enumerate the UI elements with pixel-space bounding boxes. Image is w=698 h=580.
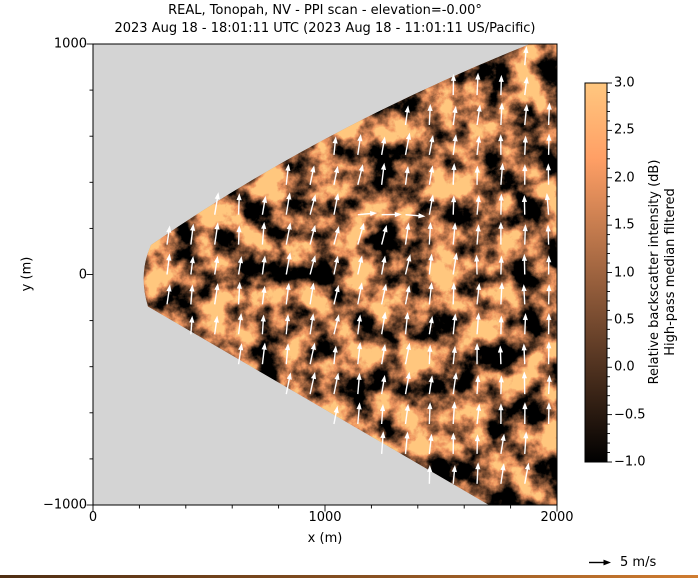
- colorbar-tick-label: 1.5: [614, 217, 635, 233]
- wind-vector-arrows: [166, 45, 552, 484]
- colorbar-tick-label: 0.0: [614, 359, 635, 375]
- y-tick-label: 0: [78, 267, 87, 282]
- colorbar-tick-label: −0.5: [614, 407, 646, 423]
- y-tick-label: 1000: [53, 36, 87, 52]
- colorbar-label-line2: High-pass median filtered: [663, 188, 678, 356]
- y-axis-label: y (m): [19, 256, 35, 292]
- colorbar-tick-label: 0.5: [614, 312, 635, 328]
- colorbar-tick-label: 2.0: [614, 170, 635, 186]
- colorbar-tick-label: 3.0: [614, 75, 635, 91]
- colorbar-tick-label: 2.5: [614, 122, 635, 138]
- wind-scale-label: 5 m/s: [620, 555, 657, 570]
- figure-subtitle: 2023 Aug 18 - 18:01:11 UTC (2023 Aug 18 …: [114, 21, 536, 36]
- axis-ticks: [86, 43, 612, 512]
- colorbar-tick-label: 1.0: [614, 265, 635, 280]
- x-tick-label: 1000: [308, 510, 342, 525]
- y-tick-label: −1000: [43, 497, 87, 513]
- colorbar-label-line1: Relative backscatter intensity (dB): [647, 159, 662, 385]
- colorbar-label: Relative backscatter intensity (dB) High…: [647, 160, 679, 385]
- colorbar-outline: [584, 82, 608, 463]
- x-axis-label: x (m): [307, 531, 343, 546]
- x-tick-label: 0: [88, 510, 98, 525]
- bottom-accent-bar: [0, 575, 698, 578]
- wind-scale-arrow-icon: [589, 559, 611, 566]
- colorbar-gradient: [585, 83, 607, 462]
- x-tick-label: 2000: [540, 510, 574, 525]
- colorbar-tick-label: −1.0: [614, 454, 646, 470]
- figure-title: REAL, Tonopah, NV - PPI scan - elevation…: [168, 3, 482, 18]
